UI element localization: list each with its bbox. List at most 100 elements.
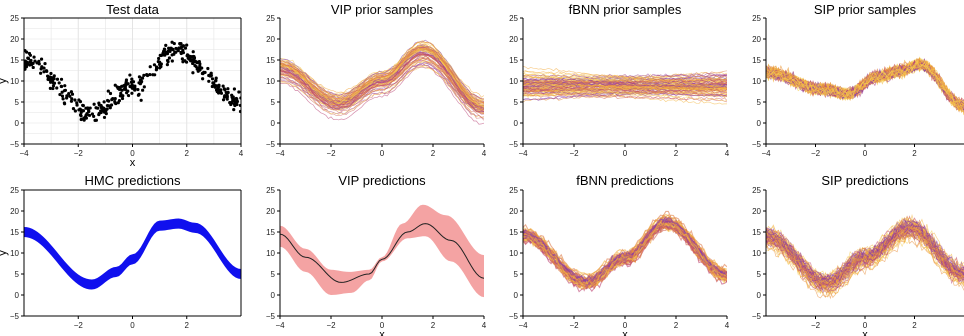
x-tick-label: −2 (569, 149, 579, 158)
y-tick-label: 0 (15, 291, 20, 300)
data-point (219, 90, 223, 94)
data-point (70, 92, 75, 96)
data-point (100, 105, 104, 109)
data-point (167, 46, 171, 50)
data-point (39, 57, 44, 61)
data-point (238, 103, 241, 108)
x-tick-label: −2 (811, 321, 821, 330)
sample-line (523, 83, 727, 90)
data-point (51, 84, 56, 88)
data-point (170, 59, 174, 63)
plot-marks (523, 210, 727, 293)
data-point (51, 86, 55, 91)
sample-line (523, 82, 727, 91)
data-point (44, 69, 49, 73)
data-point (62, 102, 67, 106)
data-point (60, 94, 65, 98)
y-tick-label: 5 (15, 98, 20, 107)
y-tick-label: 25 (752, 14, 761, 23)
sample-line (766, 217, 964, 281)
data-point (184, 60, 189, 64)
data-point (39, 71, 43, 75)
sample-line (766, 61, 964, 112)
prediction-mean-line (24, 222, 241, 287)
data-point (62, 89, 67, 93)
sample-line (523, 88, 727, 95)
data-point (28, 53, 33, 57)
panel-p4: −4 −2 0 2 −5 0 5 10 15 20 25 SIP prior samples (752, 2, 964, 158)
data-point (42, 70, 46, 74)
data-point (31, 65, 35, 70)
data-point (39, 67, 43, 71)
sample-line (523, 77, 727, 86)
x-tick-label: 4 (725, 321, 730, 330)
data-point (161, 51, 165, 55)
data-point (234, 96, 238, 101)
data-point (60, 90, 64, 94)
data-point (181, 44, 186, 48)
data-point (163, 47, 167, 52)
data-point (216, 84, 221, 88)
sample-line (766, 220, 964, 283)
y-tick-label: 25 (509, 186, 518, 195)
y-tick-label: −5 (266, 312, 276, 321)
plot-marks (280, 39, 484, 125)
x-axis-label: x (862, 329, 868, 336)
data-point (63, 84, 67, 88)
data-point (50, 77, 54, 81)
panel-title: Test data (106, 2, 160, 17)
data-point (183, 46, 188, 50)
x-tick-label: −4 (518, 321, 528, 330)
y-tick-label: 5 (15, 270, 20, 279)
y-tick-label: 25 (752, 186, 761, 195)
y-tick-label: −5 (10, 312, 20, 321)
data-point (107, 104, 111, 108)
data-point (128, 73, 132, 77)
data-point (69, 90, 73, 94)
y-tick-label: 25 (266, 186, 275, 195)
data-point (120, 84, 124, 88)
y-tick-label: 25 (509, 14, 518, 23)
data-point (221, 84, 225, 88)
x-tick-label: 0 (863, 321, 868, 330)
x-tick-label: −4 (761, 149, 771, 158)
data-point (110, 97, 114, 102)
sample-line (523, 73, 727, 79)
plot-marks (766, 56, 964, 116)
data-point (196, 66, 200, 70)
data-point (59, 84, 63, 88)
data-point (201, 72, 205, 76)
x-tick-label: 0 (130, 321, 135, 330)
data-point (24, 67, 27, 71)
data-point (24, 65, 29, 69)
data-point (85, 112, 89, 117)
plot-marks (766, 213, 964, 300)
data-point (73, 109, 77, 113)
y-tick-label: 15 (266, 56, 275, 65)
data-point (94, 106, 98, 110)
sample-line (523, 222, 727, 286)
y-tick-label: 10 (266, 249, 275, 258)
data-point (49, 71, 53, 76)
data-point (185, 43, 189, 47)
data-point (52, 74, 56, 78)
y-tick-label: 5 (271, 270, 276, 279)
data-point (221, 98, 226, 102)
y-tick-label: 15 (10, 56, 19, 65)
x-tick-label: −4 (275, 321, 285, 330)
sample-line (280, 53, 484, 111)
y-tick-label: 10 (752, 77, 761, 86)
data-point (174, 50, 178, 54)
data-point (158, 60, 162, 64)
x-tick-label: 2 (912, 149, 917, 158)
y-tick-label: 5 (271, 98, 276, 107)
credible-band (280, 204, 484, 298)
sample-line (280, 46, 484, 105)
y-tick-label: 25 (10, 14, 19, 23)
data-point (226, 87, 230, 91)
data-point (126, 93, 131, 98)
data-point (217, 88, 222, 92)
sample-line (766, 215, 964, 280)
sample-line (523, 74, 727, 88)
